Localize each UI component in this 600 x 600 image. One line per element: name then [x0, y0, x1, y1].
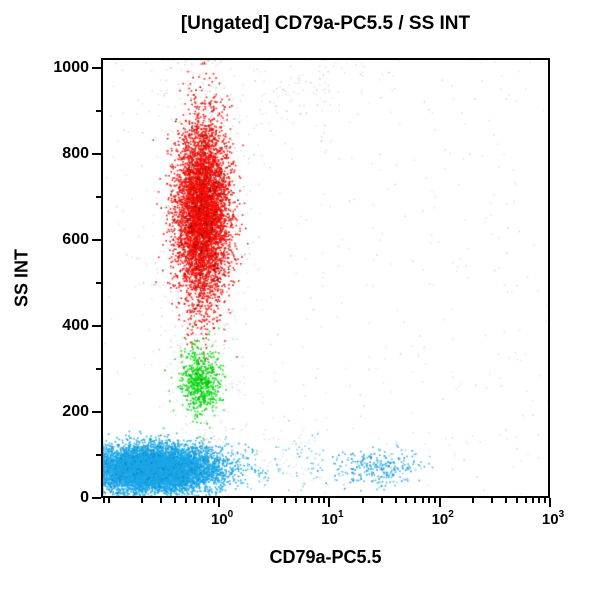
y-minor-tick — [96, 110, 101, 113]
y-tick-label: 800 — [62, 145, 89, 163]
y-tick-label: 600 — [62, 231, 89, 249]
y-major-tick — [92, 153, 101, 156]
x-minor-tick — [213, 498, 216, 503]
x-minor-tick — [102, 498, 105, 503]
y-tick-label: 0 — [80, 489, 89, 506]
x-minor-tick — [311, 498, 314, 503]
x-minor-tick — [107, 498, 110, 503]
y-minor-tick — [96, 282, 101, 285]
x-minor-tick — [361, 498, 364, 503]
x-minor-tick — [421, 498, 424, 503]
x-minor-tick — [284, 498, 287, 503]
x-minor-tick — [295, 498, 298, 503]
x-minor-tick — [323, 498, 326, 503]
y-axis-label: SS INT — [11, 248, 32, 308]
x-minor-tick — [433, 498, 436, 503]
x-major-tick — [549, 498, 551, 507]
y-major-tick — [92, 239, 101, 242]
x-axis-label: CD79a-PC5.5 — [269, 547, 382, 567]
x-tick-label: 103 — [541, 509, 565, 528]
y-minor-tick — [96, 454, 101, 457]
x-minor-tick — [174, 498, 177, 503]
x-minor-tick — [184, 498, 187, 503]
x-minor-tick — [140, 498, 143, 503]
x-minor-tick — [394, 498, 397, 503]
x-minor-tick — [317, 498, 320, 503]
x-minor-tick — [505, 498, 508, 503]
y-major-tick — [92, 325, 101, 328]
x-minor-tick — [381, 498, 384, 503]
y-minor-tick — [96, 196, 101, 199]
y-tick-label: 200 — [62, 403, 89, 421]
x-minor-tick — [531, 498, 534, 503]
scatter-plot-canvas — [101, 58, 550, 498]
x-minor-tick — [251, 498, 254, 503]
y-tick-label: 1000 — [53, 59, 89, 77]
x-minor-tick — [543, 498, 546, 503]
x-major-tick — [328, 498, 331, 507]
x-minor-tick — [207, 498, 210, 503]
plot-title: [Ungated] CD79a-PC5.5 / SS INT — [180, 13, 471, 34]
y-major-tick — [92, 411, 101, 414]
x-major-tick — [218, 498, 221, 507]
y-tick-label: 400 — [62, 317, 89, 335]
y-major-tick — [92, 497, 101, 499]
x-minor-tick — [538, 498, 541, 503]
y-minor-tick — [96, 368, 101, 371]
x-minor-tick — [193, 498, 196, 503]
x-minor-tick — [405, 498, 408, 503]
x-tick-label: 102 — [431, 509, 454, 528]
x-minor-tick — [515, 498, 518, 503]
x-minor-tick — [160, 498, 163, 503]
x-minor-tick — [491, 498, 494, 503]
x-minor-tick — [428, 498, 430, 503]
x-minor-tick — [471, 498, 474, 503]
x-minor-tick — [201, 498, 203, 503]
x-major-tick — [438, 498, 441, 507]
x-minor-tick — [524, 498, 527, 503]
x-minor-tick — [414, 498, 417, 503]
x-tick-label: 101 — [321, 509, 344, 528]
x-minor-tick — [270, 498, 273, 503]
x-minor-tick — [303, 498, 306, 503]
x-tick-label: 100 — [210, 509, 234, 528]
y-major-tick — [92, 67, 101, 70]
